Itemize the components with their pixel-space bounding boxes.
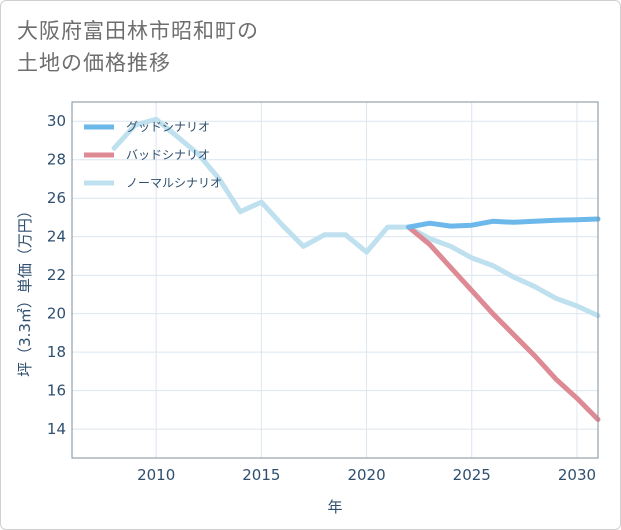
- x-tick-label: 2015: [242, 466, 280, 484]
- x-tick-label: 2010: [137, 466, 175, 484]
- y-tick-label: 18: [47, 343, 66, 361]
- plot-frame: [71, 101, 599, 459]
- series-line-2: [111, 116, 601, 319]
- y-tick-label: 30: [47, 112, 66, 130]
- y-tick-label: 26: [47, 189, 66, 207]
- title-line-2: 土地の価格推移: [17, 51, 171, 75]
- series-line-0: [406, 216, 601, 230]
- y-tick-label: 22: [47, 266, 66, 284]
- x-tick-label: 2030: [558, 466, 596, 484]
- chart-title: 大阪府富田林市昭和町の 土地の価格推移: [17, 15, 259, 79]
- y-tick-label: 24: [47, 228, 66, 246]
- y-tick-label: 14: [47, 420, 66, 438]
- y-tick-label: 20: [47, 305, 66, 323]
- y-tick-label: 28: [47, 151, 66, 169]
- x-axis-label: 年: [327, 498, 342, 516]
- title-line-1: 大阪府富田林市昭和町の: [17, 19, 259, 43]
- y-axis-label: 坪（3.3㎡）単価（万円）: [16, 203, 34, 377]
- y-tick-label: 16: [47, 382, 66, 400]
- x-tick-label: 2025: [453, 466, 491, 484]
- series-line-1: [406, 224, 601, 422]
- legend-label-2: ノーマルシナリオ: [126, 176, 222, 190]
- legend-label-1: バッドシナリオ: [126, 148, 210, 162]
- legend-label-0: グッドシナリオ: [126, 120, 210, 134]
- x-tick-label: 2020: [347, 466, 385, 484]
